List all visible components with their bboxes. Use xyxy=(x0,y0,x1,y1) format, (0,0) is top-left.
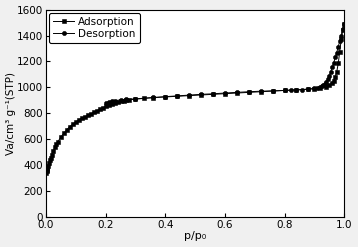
Desorption xyxy=(271,89,275,92)
Adsorption xyxy=(68,125,72,128)
Desorption xyxy=(323,82,327,85)
Desorption xyxy=(133,97,137,100)
Adsorption xyxy=(342,22,346,25)
Desorption xyxy=(318,85,323,88)
Desorption xyxy=(294,88,299,91)
Desorption xyxy=(151,96,155,99)
Desorption xyxy=(187,94,191,97)
Desorption xyxy=(300,88,305,91)
Desorption xyxy=(112,99,117,102)
Desorption xyxy=(326,78,330,81)
Desorption xyxy=(321,84,325,87)
Adsorption xyxy=(53,146,57,149)
Desorption xyxy=(306,87,310,90)
Line: Adsorption: Adsorption xyxy=(44,22,346,175)
Desorption xyxy=(320,85,324,88)
Desorption xyxy=(330,66,334,69)
Desorption xyxy=(211,92,215,95)
Y-axis label: Va/cm³ g⁻¹(STP): Va/cm³ g⁻¹(STP) xyxy=(6,72,15,155)
Desorption xyxy=(163,95,168,98)
Desorption xyxy=(110,100,114,103)
Line: Desorption: Desorption xyxy=(103,22,346,105)
Desorption xyxy=(342,22,346,25)
Desorption xyxy=(312,87,316,90)
Desorption xyxy=(332,61,336,64)
Desorption xyxy=(335,51,339,54)
Desorption xyxy=(339,34,343,37)
Desorption xyxy=(282,89,287,92)
Desorption xyxy=(327,74,332,77)
Desorption xyxy=(288,89,292,92)
Desorption xyxy=(338,40,342,43)
Adsorption xyxy=(103,105,108,108)
Desorption xyxy=(199,93,203,96)
Legend: Adsorption, Desorption: Adsorption, Desorption xyxy=(49,13,140,43)
Desorption xyxy=(329,70,333,73)
Desorption xyxy=(336,45,340,48)
Desorption xyxy=(124,98,129,101)
Desorption xyxy=(258,90,263,93)
Desorption xyxy=(247,90,251,93)
Desorption xyxy=(106,101,111,103)
Desorption xyxy=(333,56,337,59)
Adsorption xyxy=(79,117,84,120)
Adsorption xyxy=(44,172,48,175)
Desorption xyxy=(103,102,108,104)
Desorption xyxy=(118,99,123,102)
Desorption xyxy=(315,86,319,89)
X-axis label: p/p₀: p/p₀ xyxy=(184,231,206,242)
Desorption xyxy=(340,27,345,30)
Desorption xyxy=(324,80,328,83)
Adsorption xyxy=(335,70,339,73)
Desorption xyxy=(175,94,179,97)
Desorption xyxy=(235,91,239,94)
Desorption xyxy=(223,92,227,95)
Adsorption xyxy=(294,88,299,91)
